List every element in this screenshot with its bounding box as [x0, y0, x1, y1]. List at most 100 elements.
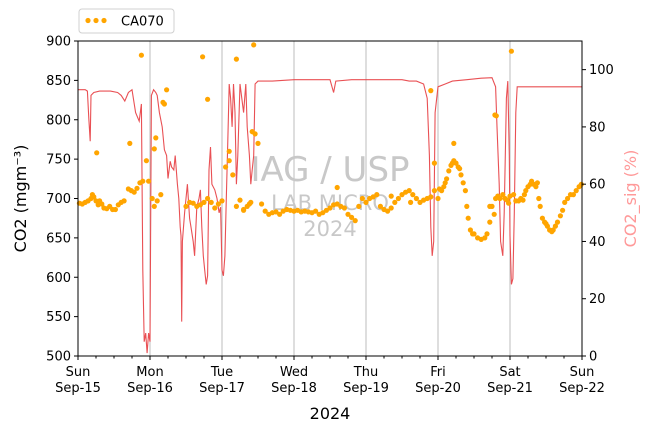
data-point-ca070 — [158, 192, 164, 198]
data-point-ca070 — [439, 188, 445, 194]
data-point-ca070 — [573, 188, 579, 194]
x-tick-label-date: Sep-18 — [271, 381, 317, 396]
data-point-ca070 — [183, 203, 189, 209]
data-point-ca070 — [138, 52, 144, 58]
data-point-ca070 — [395, 195, 401, 202]
data-point-ca070 — [374, 192, 380, 198]
data-point-ca070 — [149, 195, 155, 202]
data-point-ca070 — [334, 184, 340, 191]
data-point-ca070 — [233, 203, 239, 209]
data-point-ca070 — [226, 158, 232, 164]
data-point-ca070 — [520, 197, 526, 203]
data-point-ca070 — [153, 135, 159, 141]
data-point-ca070 — [508, 48, 514, 54]
data-point-ca070 — [121, 198, 127, 204]
data-point-ca070 — [251, 42, 257, 48]
y-left-tick-label: 750 — [46, 153, 71, 168]
data-point-ca070 — [190, 200, 196, 206]
data-point-ca070 — [446, 168, 452, 174]
y-left-tick-label: 800 — [46, 113, 71, 128]
data-point-ca070 — [143, 158, 149, 164]
y-right-tick-label: 0 — [589, 350, 597, 365]
data-point-ca070 — [277, 211, 283, 217]
data-point-ca070 — [385, 208, 391, 214]
data-point-ca070 — [552, 223, 559, 229]
data-point-ca070 — [471, 231, 477, 237]
data-point-ca070 — [237, 197, 243, 203]
data-point-ca070 — [406, 188, 412, 194]
data-point-ca070 — [313, 208, 319, 214]
data-point-ca070 — [560, 207, 566, 213]
data-point-ca070 — [536, 195, 542, 202]
data-point-ca070 — [533, 184, 539, 190]
y-left-tick-label: 600 — [46, 271, 71, 286]
data-point-ca070 — [428, 88, 434, 94]
data-point-ca070 — [154, 198, 160, 204]
data-point-ca070 — [465, 215, 471, 221]
x-tick-label-day: Mon — [136, 365, 163, 380]
data-point-ca070 — [491, 211, 497, 217]
data-point-ca070 — [226, 148, 232, 154]
y-right-tick-label: 80 — [589, 120, 606, 135]
data-point-ca070 — [521, 192, 528, 198]
data-point-ca070 — [413, 195, 419, 202]
y-left-tick-label: 850 — [46, 74, 71, 89]
data-point-ca070 — [537, 203, 543, 209]
data-point-ca070 — [230, 172, 236, 178]
data-point-ca070 — [442, 180, 448, 186]
x-tick-label-date: Sep-17 — [199, 381, 245, 396]
data-point-ca070 — [534, 180, 541, 186]
legend: CA070 — [78, 8, 175, 34]
x-tick-label-date: Sep-22 — [559, 381, 605, 396]
data-point-ca070 — [457, 166, 463, 172]
data-point-ca070 — [363, 199, 369, 205]
data-point-ca070 — [500, 192, 506, 198]
data-point-ca070 — [252, 131, 258, 137]
data-point-ca070 — [539, 215, 546, 221]
y-left-tick-label: 550 — [46, 310, 71, 325]
data-point-ca070 — [441, 184, 447, 190]
legend-marker-dot — [93, 17, 99, 24]
legend-marker-dot — [101, 17, 107, 24]
x-tick-label-day: Tue — [210, 365, 233, 380]
y-left-tick-label: 500 — [46, 350, 71, 365]
data-point-ca070 — [497, 195, 503, 202]
data-point-ca070 — [428, 194, 434, 200]
x-tick-label-date: Sep-19 — [343, 381, 389, 396]
y-left-tick-label: 700 — [46, 192, 71, 207]
data-point-ca070 — [578, 181, 584, 187]
data-point-ca070 — [451, 140, 457, 146]
legend-marker-ca070 — [85, 17, 107, 24]
data-point-ca070 — [205, 96, 211, 102]
y-right-tick-label: 60 — [589, 178, 606, 193]
data-point-ca070 — [146, 178, 152, 184]
data-point-ca070 — [544, 223, 551, 229]
x-tick-label-day: Thu — [353, 365, 378, 380]
data-point-ca070 — [131, 189, 137, 195]
data-point-ca070 — [388, 193, 394, 199]
data-point-ca070 — [464, 203, 470, 209]
watermark: IAG / USP LAB MICRO 2024 — [250, 150, 409, 241]
data-point-ca070 — [392, 199, 398, 205]
data-point-ca070 — [151, 203, 157, 209]
data-point-ca070 — [352, 218, 358, 224]
y-left-tick-label: 900 — [46, 35, 71, 50]
data-point-ca070 — [127, 140, 133, 146]
x-tick-label-date: Sep-20 — [415, 381, 461, 396]
x-axis-title: 2024 — [310, 404, 351, 423]
data-point-ca070 — [557, 213, 564, 219]
data-point-ca070 — [248, 199, 254, 205]
axes-layer: 500 550 600 650 700 750 800 850 900 0 20 40 60 80 100 S… — [46, 35, 614, 397]
data-point-ca070 — [462, 188, 468, 194]
data-point-ca070 — [408, 199, 414, 205]
y-axis-right-title: CO2_sig (%) — [621, 150, 641, 248]
y-axis-left-title: CO2 (mgm⁻³) — [11, 145, 30, 253]
data-point-ca070 — [565, 195, 571, 202]
data-point-ca070 — [223, 164, 229, 170]
data-point-ca070 — [349, 214, 355, 220]
data-point-ca070 — [562, 199, 568, 205]
x-tick-label-day: Fri — [430, 365, 446, 380]
data-point-ca070 — [341, 205, 347, 211]
data-point-ca070 — [460, 180, 466, 186]
data-point-ca070 — [160, 99, 166, 105]
